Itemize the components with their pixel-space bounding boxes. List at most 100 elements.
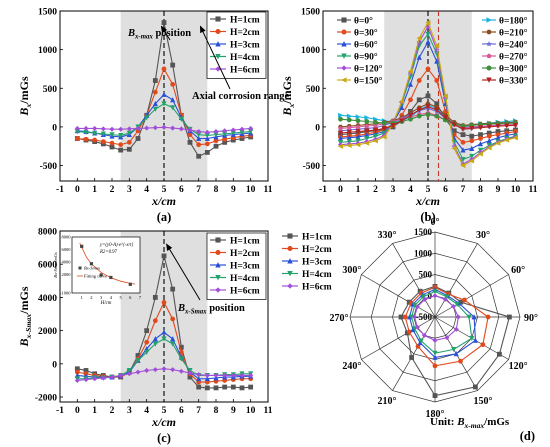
data-point [248, 372, 254, 378]
legend-entry: H=4cm [230, 274, 260, 284]
data-point [372, 127, 379, 133]
data-point [170, 62, 176, 68]
data-point [109, 140, 115, 146]
legend-entry: θ=120° [354, 64, 383, 75]
data-point [170, 105, 176, 111]
data-point [196, 372, 202, 378]
data-point [161, 124, 167, 130]
inset-equation: y=(y0-A)·e^{-x/t} [99, 243, 133, 248]
data-point [170, 367, 176, 373]
panel-label: (a) [157, 210, 172, 224]
inset-data-point [109, 275, 113, 280]
data-point [381, 134, 387, 140]
radar-spoke [392, 243, 436, 318]
data-point [152, 89, 158, 95]
data-point [248, 125, 254, 131]
data-point [161, 329, 167, 335]
x-tick-label: 11 [264, 185, 273, 195]
x-tick-label: 3 [127, 185, 132, 195]
legend-entry: H=6cm [230, 66, 260, 76]
radar-data-point [462, 297, 467, 303]
radar-data-point [450, 303, 456, 309]
data-point [92, 125, 98, 131]
data-point [118, 142, 124, 148]
legend-marker [215, 237, 221, 243]
data-point [512, 122, 519, 129]
x-tick-label: 8 [478, 185, 483, 195]
legend-entry: H=4cm [230, 53, 260, 63]
radar-data-point [472, 337, 479, 343]
data-point [161, 336, 167, 342]
inset-r2: R2=0.97 [99, 250, 118, 255]
data-point [468, 158, 475, 164]
data-point [222, 384, 228, 390]
legend-group: θ=0°θ=30°θ=60°θ=90°θ=120°θ=150°θ=180°θ=2… [335, 13, 532, 89]
data-point [83, 136, 89, 142]
radar-ring-label: 0 [428, 291, 433, 301]
data-point [425, 20, 431, 26]
legend-marker [341, 17, 347, 23]
data-point [152, 78, 158, 83]
inset-legend-point: Bx-Smax [84, 266, 100, 271]
data-point [100, 139, 106, 144]
data-point [187, 370, 193, 376]
annotation-bx-smax-position: Bx-Smax position [177, 303, 245, 316]
radar-data-point [451, 346, 457, 353]
data-point [196, 142, 202, 148]
radar-data-point [418, 338, 424, 344]
data-point [161, 66, 167, 72]
radar-data-point [432, 363, 438, 369]
radar-data-point [471, 314, 477, 320]
data-point [372, 133, 379, 139]
inset-data-point [99, 273, 103, 277]
data-point [364, 119, 370, 124]
legend-entry: H=1cm [230, 16, 260, 26]
legend-marker [341, 77, 347, 83]
x-tick-label: 10 [246, 406, 256, 416]
data-point [74, 136, 80, 141]
y-tick-label: 2000 [38, 327, 57, 337]
data-point [178, 368, 184, 374]
data-point [425, 66, 431, 72]
data-point [178, 356, 184, 362]
legend-marker [486, 17, 492, 23]
x-tick-label: 0 [338, 185, 343, 195]
data-point [434, 107, 440, 113]
x-tick-label: 10 [246, 185, 256, 195]
radar-angle-label: 180° [426, 409, 445, 420]
panel-d-radar-chart: -5000500100015000°30°60°90°120°150°180°2… [282, 217, 538, 443]
inset-data-point [80, 244, 84, 248]
data-point [196, 129, 202, 135]
radar-data-point [469, 335, 475, 342]
legend-entry: H=3cm [230, 41, 260, 51]
legend-entry: θ=240° [499, 40, 528, 51]
legend-entry: H=4cm [302, 270, 332, 280]
data-point [135, 369, 141, 375]
x-tick-label: 2 [110, 185, 115, 195]
radar-spoke [434, 243, 478, 318]
inset-y-tick-label: 6000 [62, 247, 72, 252]
x-tick-label: 3 [391, 185, 396, 195]
x-tick-label: 1 [92, 406, 97, 416]
y-axis-label: Bx/mGs [17, 76, 33, 117]
panel-c-chart: -1 0 1 2 3 4 5 6 7 8 9 10 11 -2000 0 2000 4000 6000 8000 x/… [17, 228, 273, 446]
data-point [196, 153, 202, 159]
x-tick-label: 8 [214, 185, 219, 195]
radar-spoke [434, 274, 509, 318]
data-point [460, 162, 466, 169]
data-point [433, 43, 440, 49]
radar-spoke [361, 274, 436, 318]
data-point [126, 146, 132, 152]
annotation-bx-max-position: Bx-max position [127, 28, 191, 41]
data-point [213, 143, 219, 149]
data-point [239, 385, 245, 391]
data-point [469, 145, 475, 151]
annotation-arrow [160, 25, 171, 41]
data-point [152, 100, 158, 107]
radar-angle-label: 30° [476, 230, 490, 241]
data-point [161, 253, 167, 259]
data-point [161, 299, 167, 305]
radar-data-point [485, 314, 491, 320]
data-point [469, 126, 475, 132]
legend-marker [486, 77, 492, 83]
